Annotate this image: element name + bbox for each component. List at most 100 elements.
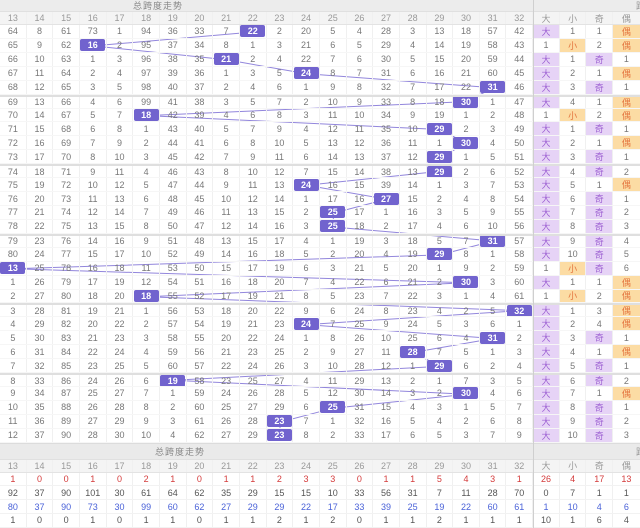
miss-cell: 48 — [187, 235, 214, 247]
span-hit-cell: 30 — [453, 386, 480, 400]
miss-cell: 23 — [347, 289, 374, 303]
pattern-hit-cell: 偶 — [613, 317, 640, 331]
miss-cell: 36 — [187, 66, 214, 80]
miss-cell: 5 — [453, 205, 480, 219]
span-hit-cell: 30 — [453, 136, 480, 150]
miss-cell: 1 — [293, 192, 320, 205]
pattern-miss-cell: 4 — [560, 166, 587, 178]
miss-cell: 22 — [240, 331, 267, 345]
stats-cell: 80 — [0, 500, 27, 513]
miss-cell: 2 — [160, 400, 187, 414]
miss-cell: 5 — [453, 345, 480, 359]
miss-cell: 17 — [240, 261, 267, 275]
stats-cell: 3 — [320, 472, 347, 486]
pattern-hit-cell: 奇 — [586, 80, 614, 94]
stats-cell: 64 — [160, 486, 187, 500]
miss-cell: 1 — [506, 317, 534, 331]
miss-cell: 25 — [213, 400, 240, 414]
pattern-hit-cell: 奇 — [586, 52, 614, 66]
miss-cell: 37 — [373, 150, 400, 164]
miss-cell: 5 — [347, 38, 374, 52]
miss-cell: 25 — [400, 331, 427, 345]
span-hit-value: 29 — [426, 166, 452, 178]
miss-cell: 90 — [53, 428, 80, 442]
miss-cell: 14 — [373, 386, 400, 400]
miss-cell: 51 — [187, 275, 214, 289]
miss-cell: 14 — [213, 247, 240, 261]
pattern-miss-cell: 3 — [623, 221, 629, 232]
pattern-miss-cell: 1 — [586, 345, 614, 359]
miss-cell: 9 — [0, 386, 27, 400]
miss-cell: 55 — [160, 289, 187, 303]
stats-cell: 1 — [160, 513, 187, 527]
miss-cell: 21 — [107, 305, 134, 317]
pattern-hit-cell: 大 — [533, 219, 560, 233]
pattern-miss-cell: 2 — [586, 108, 614, 122]
miss-cell: 1 — [480, 96, 507, 108]
pattern-miss-cell: 10 — [560, 247, 587, 261]
miss-cell: 80 — [53, 289, 80, 303]
trend-row: 74 18 71 9 11 4 46 43 8 10 12 7 15 14 38 13 29 2 6 52 大 4 奇 2 — [0, 164, 640, 179]
pattern-miss-cell: 2 — [586, 38, 614, 52]
miss-cell: 17 — [107, 247, 134, 261]
pattern-miss-cell: 5 — [623, 249, 629, 260]
pattern-hit-cell: 大 — [533, 331, 560, 345]
miss-cell: 2 — [427, 192, 454, 205]
miss-cell: 21 — [400, 275, 427, 289]
miss-cell: 59 — [187, 386, 214, 400]
miss-cell: 33 — [187, 25, 214, 38]
trend-row: 71 15 68 6 8 1 43 40 5 7 9 4 12 11 35 10 29 2 3 49 大 1 奇 1 — [0, 122, 640, 137]
pattern-hit-cell: 大 — [533, 166, 560, 178]
miss-cell: 27 — [267, 375, 294, 386]
miss-cell: 33 — [373, 96, 400, 108]
miss-cell: 44 — [160, 136, 187, 150]
miss-cell: 11 — [240, 178, 267, 192]
miss-cell: 7 — [506, 400, 534, 414]
miss-cell: 5 — [80, 108, 107, 122]
pattern-miss-cell: 7 — [560, 205, 587, 219]
miss-cell: 58 — [506, 247, 534, 261]
miss-cell: 26 — [347, 331, 374, 345]
miss-cell: 30 — [107, 428, 134, 442]
miss-cell: 8 — [107, 122, 134, 136]
miss-cell: 10 — [320, 96, 347, 108]
miss-cell: 13 — [427, 25, 454, 38]
stats-cell: 10 — [320, 486, 347, 500]
miss-cell: 12 — [107, 178, 134, 192]
miss-cell: 23 — [80, 359, 107, 373]
miss-cell: 99 — [133, 96, 160, 108]
miss-cell: 5 — [427, 235, 454, 247]
stats-cell: 2 — [427, 513, 454, 527]
miss-cell: 14 — [347, 166, 374, 178]
pattern-miss-cell: 1 — [623, 82, 629, 93]
miss-cell: 8 — [133, 219, 160, 233]
miss-cell: 1 — [80, 52, 107, 66]
miss-cell: 5 — [320, 25, 347, 38]
span-hit-value: 25 — [320, 401, 346, 414]
stats-cell: 1 — [160, 472, 187, 486]
pattern-hit-cell: 偶 — [613, 108, 640, 122]
miss-cell: 16 — [240, 247, 267, 261]
miss-cell: 47 — [506, 96, 534, 108]
pattern-miss-cell: 2 — [560, 66, 587, 80]
miss-cell: 24 — [27, 247, 54, 261]
miss-cell: 26 — [240, 386, 267, 400]
miss-cell: 25 — [107, 359, 134, 373]
pattern-miss-cell: 1 — [586, 136, 614, 150]
miss-cell: 4 — [480, 289, 507, 303]
miss-cell: 74 — [0, 166, 27, 178]
miss-cell: 5 — [0, 331, 27, 345]
miss-cell: 20 — [107, 289, 134, 303]
miss-cell: 22 — [267, 305, 294, 317]
miss-cell: 3 — [427, 205, 454, 219]
miss-cell: 28 — [347, 359, 374, 373]
column-header: 小 — [560, 12, 587, 24]
miss-cell: 42 — [160, 108, 187, 122]
miss-cell: 14 — [267, 192, 294, 205]
footer-column-header: 23 — [267, 459, 294, 472]
pattern-hit-cell: 奇 — [586, 261, 614, 275]
span-hit-cell: 29 — [426, 150, 454, 164]
miss-cell: 24 — [267, 331, 294, 345]
miss-cell: 43 — [506, 38, 534, 52]
trend-row: 79 23 76 14 16 9 51 48 13 15 17 4 1 19 3 18 5 7 31 57 大 9 奇 4 — [0, 233, 640, 248]
